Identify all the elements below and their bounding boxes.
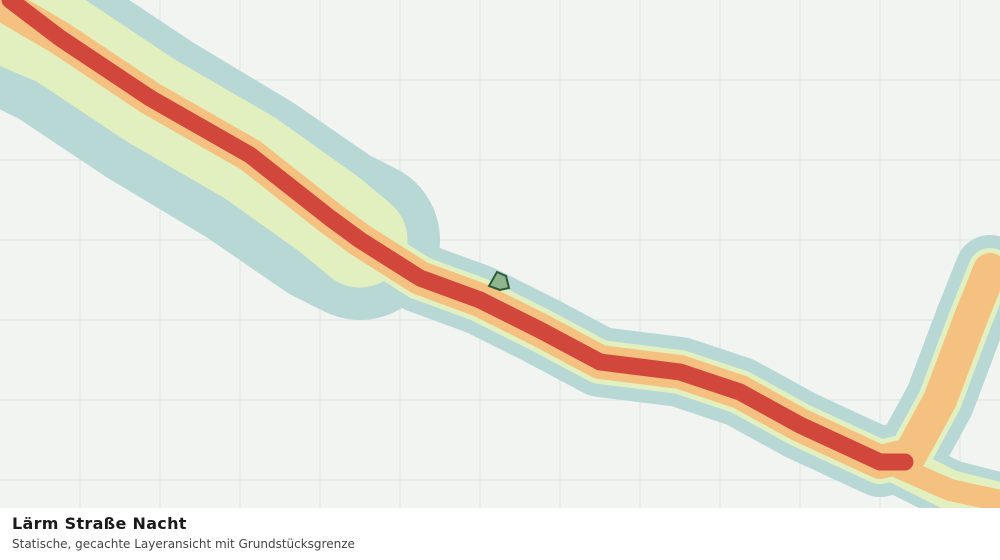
map [0,0,1000,508]
map-title: Lärm Straße Nacht [12,514,187,533]
noise-zone-high [889,457,1000,508]
noise-zone-very-high [1,0,914,471]
parcel-boundary[interactable] [487,270,511,292]
noise-layer [0,0,1000,508]
caption-panel: Lärm Straße Nacht Statische, gecachte La… [0,508,1000,560]
map-subtitle: Statische, gecachte Layeransicht mit Gru… [12,537,355,551]
